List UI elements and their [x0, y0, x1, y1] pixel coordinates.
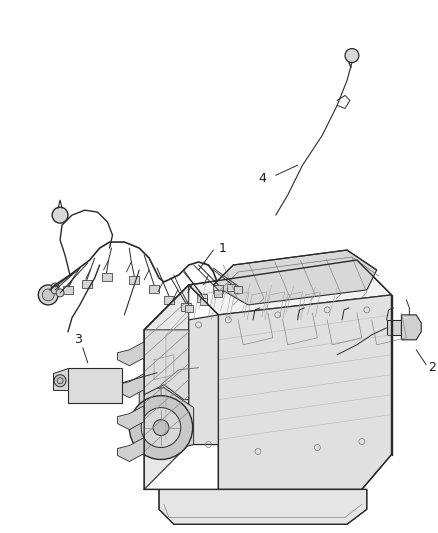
Circle shape: [52, 207, 68, 223]
Circle shape: [141, 408, 181, 448]
Polygon shape: [213, 285, 223, 293]
Bar: [68, 368, 122, 402]
Text: 1: 1: [219, 241, 226, 255]
Circle shape: [38, 285, 58, 305]
Circle shape: [129, 395, 193, 459]
Circle shape: [345, 49, 359, 62]
Circle shape: [56, 289, 64, 297]
Polygon shape: [402, 315, 421, 340]
Polygon shape: [189, 295, 392, 489]
Polygon shape: [213, 250, 377, 305]
Polygon shape: [117, 342, 144, 366]
Polygon shape: [197, 294, 206, 302]
Polygon shape: [63, 286, 73, 294]
Polygon shape: [227, 284, 235, 291]
Polygon shape: [117, 438, 144, 462]
Polygon shape: [139, 387, 194, 449]
Circle shape: [42, 289, 54, 301]
Text: 3: 3: [74, 333, 82, 346]
Polygon shape: [159, 489, 367, 524]
Polygon shape: [234, 286, 242, 293]
Polygon shape: [129, 276, 139, 284]
Polygon shape: [387, 320, 402, 335]
Polygon shape: [53, 368, 68, 390]
Circle shape: [153, 419, 169, 435]
Polygon shape: [185, 305, 193, 312]
Polygon shape: [82, 280, 92, 288]
Text: 4: 4: [258, 172, 266, 185]
Circle shape: [54, 375, 66, 386]
Polygon shape: [149, 285, 159, 293]
Polygon shape: [200, 298, 208, 305]
Polygon shape: [189, 260, 392, 315]
Polygon shape: [117, 374, 144, 398]
Polygon shape: [181, 303, 191, 311]
Text: 2: 2: [428, 361, 436, 374]
Polygon shape: [102, 273, 112, 281]
Polygon shape: [117, 406, 144, 430]
Polygon shape: [164, 296, 174, 304]
Polygon shape: [215, 290, 223, 297]
Polygon shape: [144, 285, 189, 489]
Polygon shape: [144, 330, 189, 400]
Circle shape: [51, 286, 59, 294]
Circle shape: [51, 283, 59, 291]
